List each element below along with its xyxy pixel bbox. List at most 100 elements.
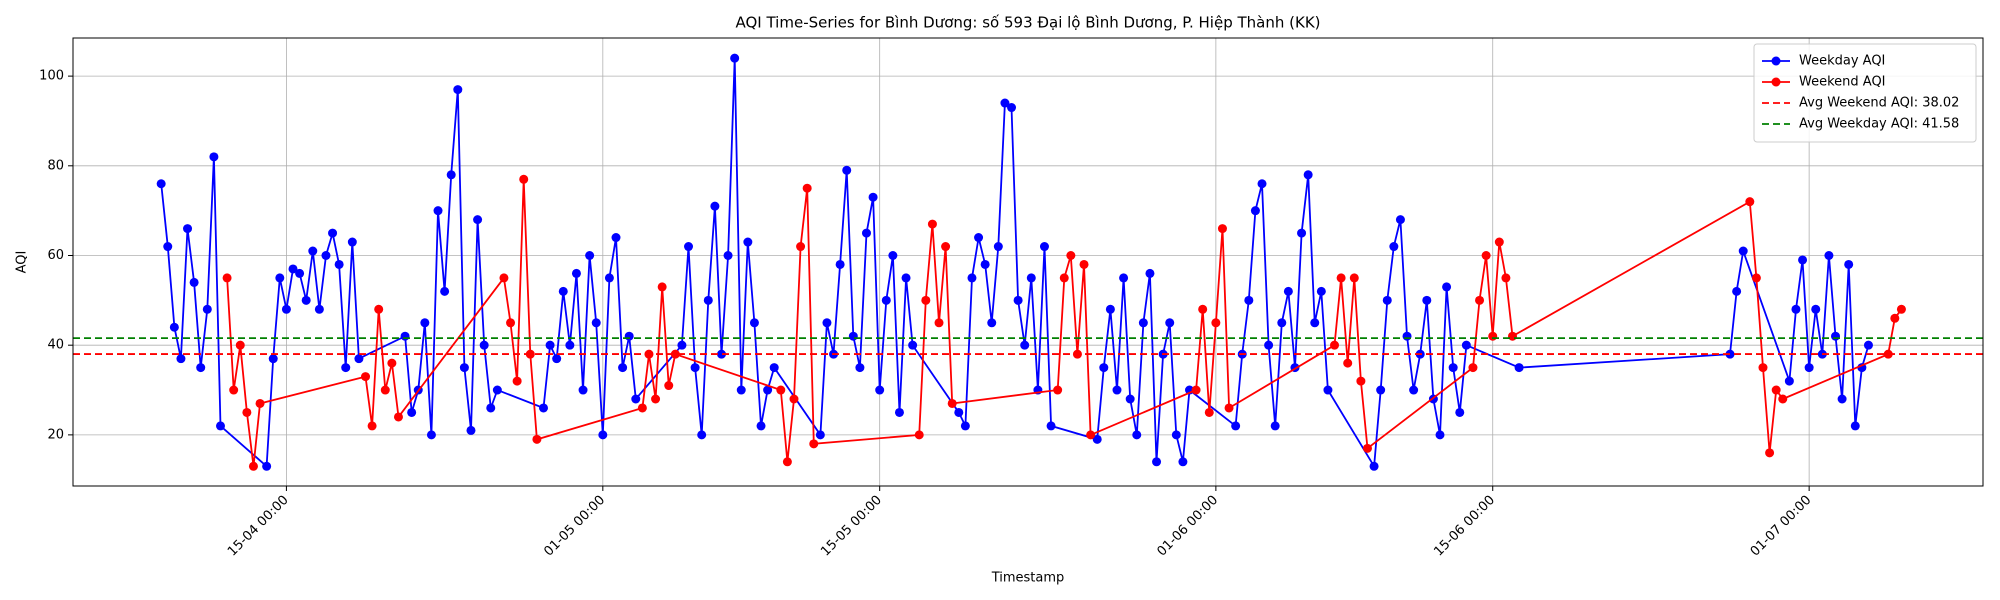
data-point [334, 259, 344, 269]
data-point [354, 354, 364, 364]
legend-label: Weekday AQI [1799, 54, 1885, 69]
data-point [1402, 331, 1412, 341]
data-point [1303, 170, 1313, 180]
data-point [1013, 295, 1023, 305]
data-point [387, 358, 397, 368]
data-point [637, 403, 647, 413]
data-point [1461, 340, 1471, 350]
data-point [393, 412, 403, 422]
data-point [697, 430, 707, 440]
data-point [1224, 403, 1234, 413]
data-point [1771, 385, 1781, 395]
data-point [598, 430, 608, 440]
data-point [426, 430, 436, 440]
data-point [367, 421, 377, 431]
data-point [875, 385, 885, 395]
chart-title: AQI Time-Series for Bình Dương: số 593 Đ… [735, 14, 1320, 32]
data-point [716, 349, 726, 359]
data-point [1257, 179, 1267, 189]
data-point [1053, 385, 1063, 395]
data-point [776, 385, 786, 395]
data-point [822, 318, 832, 328]
data-point [1468, 363, 1478, 373]
data-point [235, 340, 245, 350]
data-point [275, 273, 285, 283]
data-point [433, 206, 443, 216]
data-point [1369, 461, 1379, 471]
data-point [934, 318, 944, 328]
data-point [1316, 286, 1326, 296]
data-point [229, 385, 239, 395]
data-point [1481, 250, 1491, 260]
data-point [1804, 363, 1814, 373]
data-point [848, 331, 858, 341]
data-point [1791, 304, 1801, 314]
data-point [1297, 228, 1307, 238]
y-axis-label: AQI [15, 251, 30, 274]
data-point [242, 407, 252, 417]
data-point [802, 183, 812, 193]
data-point [1066, 250, 1076, 260]
data-point [578, 385, 588, 395]
data-point [1435, 430, 1445, 440]
data-point [1178, 457, 1188, 467]
data-point [743, 237, 753, 247]
legend-box [1753, 43, 1977, 143]
data-point [1356, 376, 1366, 386]
legend-label: Avg Weekday AQI: 41.58 [1799, 117, 1959, 132]
data-point [545, 340, 555, 350]
data-point [815, 430, 825, 440]
data-point [1514, 363, 1524, 373]
data-point [565, 340, 575, 350]
data-point [466, 425, 476, 435]
data-point [789, 394, 799, 404]
data-point [618, 363, 628, 373]
data-point [941, 242, 951, 252]
data-point [1448, 363, 1458, 373]
y-tick-label: 80 [47, 158, 64, 173]
data-point [1409, 385, 1419, 395]
data-point [1250, 206, 1260, 216]
data-point [756, 421, 766, 431]
data-point [1046, 421, 1056, 431]
legend-marker [1771, 77, 1781, 87]
data-point [209, 152, 219, 162]
data-point [268, 354, 278, 364]
data-point [1798, 255, 1808, 265]
data-point [591, 318, 601, 328]
data-point [670, 349, 680, 359]
data-point [1264, 340, 1274, 350]
data-point [842, 165, 852, 175]
data-point [1890, 313, 1900, 323]
data-point [558, 286, 568, 296]
data-point [420, 318, 430, 328]
series-line [160, 58, 1870, 470]
data-point [1389, 242, 1399, 252]
data-point [499, 273, 509, 283]
data-point [1494, 237, 1504, 247]
data-point [835, 259, 845, 269]
data-point [980, 259, 990, 269]
data-point [1751, 273, 1761, 283]
data-point [262, 461, 272, 471]
data-point [519, 174, 529, 184]
data-point [1092, 434, 1102, 444]
data-point [1086, 430, 1096, 440]
data-point [1105, 304, 1115, 314]
data-point [664, 381, 674, 391]
data-point [538, 403, 548, 413]
data-point [380, 385, 390, 395]
data-point [1231, 421, 1241, 431]
data-point [881, 295, 891, 305]
data-point [749, 318, 759, 328]
data-point [769, 363, 779, 373]
data-point [1020, 340, 1030, 350]
data-point [400, 331, 410, 341]
data-point [1896, 304, 1906, 314]
data-point [1745, 197, 1755, 207]
data-point [868, 192, 878, 202]
series-line [226, 179, 1903, 467]
data-point [1336, 273, 1346, 283]
data-point [446, 170, 456, 180]
data-point [763, 385, 773, 395]
